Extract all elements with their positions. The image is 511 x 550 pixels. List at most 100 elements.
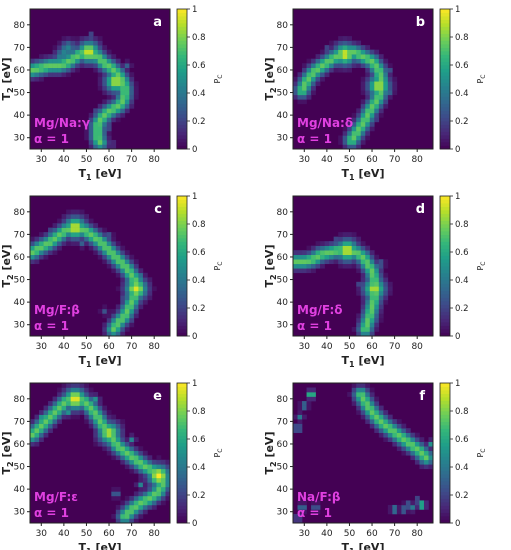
heatmap-cell	[333, 54, 339, 59]
heatmap-cell	[311, 85, 316, 91]
heatmap-cell	[360, 268, 366, 274]
colorbar-segment	[440, 110, 450, 115]
heatmap-cell	[52, 49, 58, 55]
colorbar-segment	[440, 432, 450, 436]
heatmap-cell	[120, 432, 126, 438]
heatmap-cell	[365, 108, 371, 114]
heatmap-cell	[111, 54, 117, 59]
heatmap-cell	[142, 482, 148, 488]
heatmap-cell	[142, 500, 148, 506]
heatmap-cell	[302, 90, 307, 96]
heatmap-cell	[61, 227, 67, 233]
heatmap-cell	[115, 99, 121, 105]
heatmap-cell	[165, 468, 171, 474]
heatmap-cell	[88, 36, 94, 41]
heatmap-cell	[165, 482, 171, 488]
heatmap-cell	[306, 268, 312, 274]
heatmap-cell	[43, 232, 49, 237]
heatmap-cell	[102, 245, 108, 251]
heatmap-cell	[160, 482, 166, 488]
colorbar-segment	[440, 117, 450, 122]
colorbar-tick-label: 0.4	[192, 89, 206, 99]
heatmap-cell	[129, 99, 135, 105]
heatmap-cell	[66, 63, 71, 69]
heatmap-cell	[102, 139, 108, 145]
colorbar-segment	[440, 262, 450, 267]
heatmap-cell	[57, 218, 62, 224]
colorbar-segment	[177, 308, 187, 312]
x-tick-label: 70	[126, 529, 138, 539]
heatmap-cell	[165, 486, 171, 492]
colorbar-segment	[177, 509, 187, 513]
heatmap-cell	[396, 441, 402, 447]
colorbar-segment	[440, 58, 450, 62]
colorbar-segment	[177, 474, 187, 478]
heatmap-cell	[93, 121, 99, 127]
heatmap-cell	[115, 419, 121, 424]
heatmap-cell	[329, 254, 334, 260]
heatmap-cell	[414, 500, 420, 506]
heatmap-cell	[106, 236, 112, 242]
colorbar-segment	[440, 390, 450, 394]
heatmap-cell	[75, 45, 80, 50]
heatmap-cell	[297, 259, 303, 265]
heatmap-cell	[401, 441, 407, 447]
heatmap-cell	[79, 236, 85, 242]
heatmap-cell	[374, 254, 380, 260]
heatmap-cell	[138, 495, 144, 501]
heatmap-cell	[129, 455, 135, 461]
heatmap-cell	[342, 263, 348, 269]
colorbar-segment	[177, 12, 187, 17]
heatmap-cell	[120, 76, 126, 82]
colorbar-segment	[440, 19, 450, 24]
heatmap-cell	[111, 58, 117, 64]
heatmap-cell	[160, 468, 166, 474]
heatmap-cell	[396, 419, 402, 424]
heatmap-cell	[61, 383, 67, 388]
heatmap-cell	[88, 227, 94, 233]
heatmap-cell	[338, 58, 343, 64]
heatmap-cell	[52, 396, 58, 402]
heatmap-cell	[387, 504, 393, 510]
heatmap-cell	[34, 428, 40, 433]
heatmap-cell	[356, 326, 362, 332]
heatmap-cell	[129, 277, 135, 283]
heatmap-cell	[374, 76, 380, 82]
heatmap-cell	[52, 241, 58, 246]
colorbar-segment	[177, 131, 187, 136]
heatmap-cell	[365, 313, 371, 319]
heatmap-cell	[106, 241, 112, 246]
alpha-label: α = 1	[34, 132, 69, 146]
heatmap-cell	[297, 250, 303, 256]
heatmap-cell	[111, 144, 117, 150]
heatmap-cell	[124, 459, 130, 465]
heatmap-cell	[293, 76, 298, 82]
colorbar-segment	[440, 322, 450, 326]
heatmap-cell	[39, 245, 44, 251]
heatmap-cell	[142, 295, 148, 301]
heatmap-cell	[356, 317, 362, 323]
heatmap-cell	[360, 63, 366, 69]
colorbar-segment	[440, 329, 450, 333]
heatmap-cell	[97, 401, 103, 406]
colorbar-segment	[177, 68, 187, 73]
heatmap-cell	[70, 209, 76, 215]
heatmap-cell	[66, 72, 71, 78]
heatmap-cell	[360, 272, 366, 278]
heatmap-cell	[165, 459, 171, 465]
heatmap-cell	[129, 313, 135, 319]
y-tick-label: 40	[277, 111, 289, 121]
heatmap-cell	[405, 441, 411, 447]
heatmap-cell	[129, 317, 135, 323]
colorbar-tick-label: 0.2	[192, 117, 206, 127]
colorbar-segment	[440, 411, 450, 415]
heatmap-cell	[306, 263, 312, 269]
heatmap-cell	[93, 245, 99, 251]
heatmap-cell	[88, 49, 94, 55]
heatmap-cell	[378, 277, 384, 283]
heatmap-cell	[356, 117, 362, 123]
colorbar-segment	[177, 89, 187, 94]
heatmap-cell	[347, 254, 353, 260]
heatmap-cell	[115, 446, 121, 452]
heatmap-cell	[66, 236, 71, 242]
